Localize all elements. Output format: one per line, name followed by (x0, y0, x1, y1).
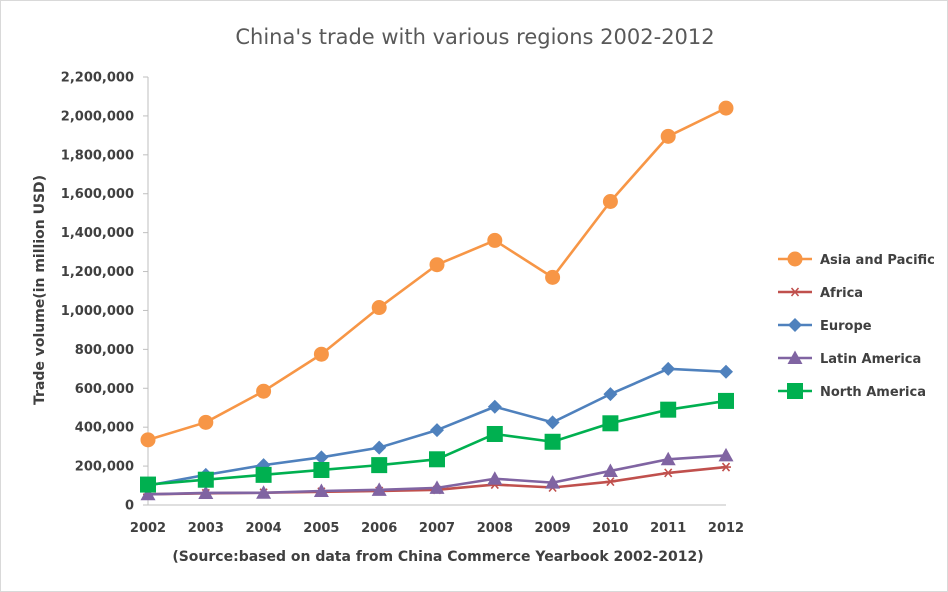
x-axis-title: (Source:based on data from China Commerc… (172, 549, 703, 565)
data-point-asia-and-pacific (660, 128, 676, 144)
data-point-asia-and-pacific (602, 194, 618, 210)
data-point-north-america (602, 415, 619, 432)
data-point-asia-and-pacific (313, 346, 329, 362)
data-point-north-america (486, 425, 503, 442)
legend-label-asia-and-pacific: Asia and Pacific (820, 253, 935, 268)
legend-marker-asia-and-pacific (787, 251, 803, 267)
y-tick-label: 1,200,000 (61, 265, 134, 280)
data-point-latin-america (487, 471, 503, 485)
x-tick-label: 2006 (361, 521, 397, 536)
data-point-latin-america (371, 482, 387, 496)
x-tick-label: 2002 (130, 521, 166, 536)
data-point-north-america (371, 457, 388, 474)
data-point-asia-and-pacific (256, 383, 272, 399)
data-point-latin-america (140, 486, 156, 501)
data-point-north-america (718, 392, 734, 409)
data-point-north-america (313, 461, 330, 478)
data-point-north-america (660, 401, 677, 418)
legend-marker-africa (790, 287, 800, 297)
data-point-europe (314, 450, 329, 465)
y-tick-label: 1,600,000 (61, 187, 134, 202)
legend-label-europe: Europe (820, 319, 872, 334)
y-tick-label: 1,400,000 (61, 226, 134, 241)
x-tick-label: 2009 (535, 521, 571, 536)
legend-marker-north-america (787, 383, 803, 399)
data-point-europe (661, 361, 676, 376)
series-line-north-america (147, 399, 727, 486)
legend-marker-latin-america (787, 350, 803, 364)
data-point-asia-and-pacific (487, 232, 503, 248)
x-tick-label: 2003 (188, 521, 224, 536)
data-point-europe (545, 415, 560, 430)
data-point-latin-america (660, 451, 676, 466)
legend-marker-europe (788, 318, 802, 332)
chart-title: China's trade with various regions 2002-… (235, 25, 714, 49)
data-point-north-america (544, 433, 561, 450)
series-line-asia-and-pacific (147, 106, 727, 442)
y-tick-label: 800,000 (75, 343, 134, 358)
data-point-africa (721, 462, 731, 472)
legend-label-latin-america: Latin America (820, 352, 921, 367)
legend-label-africa: Africa (820, 286, 863, 301)
y-tick-label: 0 (125, 499, 134, 514)
data-point-north-america (197, 471, 214, 488)
legend-marker-africa-stroke (790, 287, 800, 297)
data-point-africa-stroke (664, 468, 673, 478)
data-point-europe (430, 423, 444, 438)
y-tick-label: 2,200,000 (61, 71, 134, 86)
data-point-africa (663, 468, 674, 478)
legend-label-north-america: North America (820, 385, 926, 400)
data-point-europe (372, 440, 387, 455)
data-point-latin-america (602, 463, 618, 477)
data-point-asia-and-pacific (198, 414, 214, 430)
data-point-latin-america (256, 485, 272, 499)
y-tick-label: 400,000 (75, 421, 134, 436)
data-point-north-america (255, 466, 272, 483)
data-point-latin-america (198, 485, 214, 499)
data-point-europe (719, 364, 733, 379)
data-point-latin-america (429, 480, 445, 494)
y-tick-label: 2,000,000 (61, 109, 134, 124)
y-tick-label: 1,800,000 (61, 148, 134, 163)
plot-area: 0 200,000 400,000 600,000 800,000 1,000,000 1,… (61, 71, 744, 537)
data-point-africa (605, 477, 616, 487)
x-tick-label: 2004 (246, 521, 282, 536)
x-tick-label: 2011 (650, 521, 686, 536)
x-tick-label: 2010 (592, 521, 628, 536)
data-point-north-america (429, 451, 445, 468)
data-point-latin-america (718, 447, 734, 462)
data-point-africa-stroke (721, 462, 731, 472)
legend: Asia and Pacific Africa Europe Latin Americ… (778, 251, 935, 400)
data-point-latin-america (545, 475, 561, 489)
data-point-asia-and-pacific (429, 257, 445, 273)
data-point-asia-and-pacific (140, 432, 156, 448)
data-point-europe (487, 399, 502, 414)
data-point-asia-and-pacific (371, 300, 387, 316)
data-point-north-america (140, 476, 156, 493)
y-tick-label: 200,000 (75, 460, 134, 475)
data-point-europe (603, 387, 618, 402)
x-tick-label: 2007 (419, 521, 455, 536)
y-tick-label: 600,000 (75, 382, 134, 397)
x-tick-label: 2008 (477, 521, 513, 536)
y-tick-label: 1,000,000 (61, 304, 134, 319)
data-point-asia-and-pacific (545, 269, 561, 285)
data-point-latin-america (313, 483, 329, 497)
data-point-asia-and-pacific (718, 100, 734, 116)
data-point-africa-stroke (606, 477, 615, 487)
x-tick-label: 2005 (303, 521, 339, 536)
y-axis-title: Trade volume(in million USD) (32, 175, 48, 405)
x-tick-label: 2012 (708, 521, 744, 536)
